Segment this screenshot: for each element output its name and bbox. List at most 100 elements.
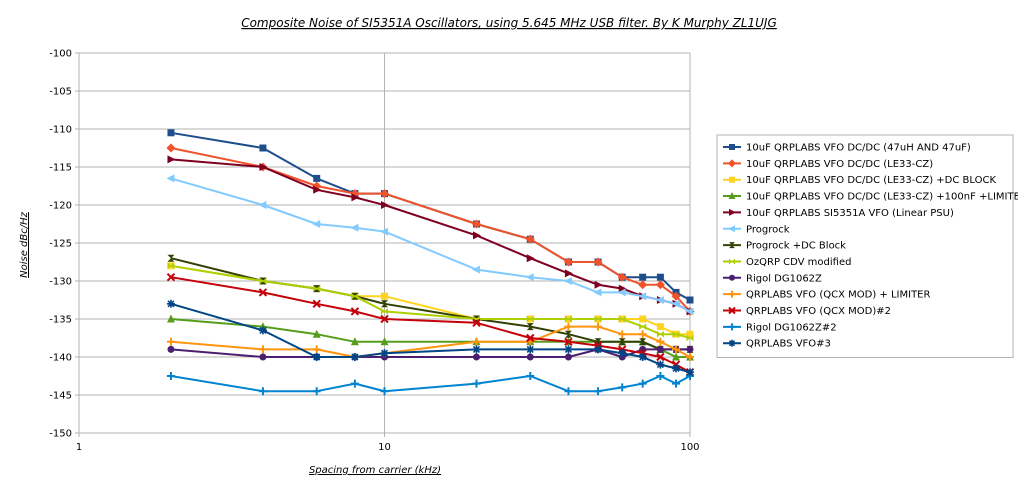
data-point — [686, 353, 694, 361]
data-point — [594, 345, 603, 354]
data-point — [350, 353, 359, 361]
data-point — [618, 284, 627, 293]
data-point — [618, 383, 627, 392]
data-point — [686, 296, 694, 304]
data-point — [656, 337, 665, 346]
legend-item-3: 10uF QRPLABS VFO DC/DC (LE33-CZ) +DC BLO… — [723, 175, 996, 186]
data-point — [564, 337, 573, 347]
legend: 10uF QRPLABS VFO DC/DC (47uH AND 47uF) 10… — [716, 134, 1018, 359]
legend-label: QRPLABS VFO (QCX MOD)#2 — [746, 306, 891, 317]
legend-item-2: 10uF QRPLABS VFO DC/DC (LE33-CZ) — [723, 159, 933, 170]
data-point — [166, 372, 175, 380]
data-point — [656, 352, 665, 362]
data-point — [672, 352, 681, 361]
data-point — [618, 338, 626, 346]
y-tick-label: -125 — [49, 239, 72, 250]
x-axis-label: Spacing from carrier (kHz) — [309, 465, 441, 476]
legend-swatch-marker — [729, 274, 735, 281]
data-point — [259, 353, 267, 361]
legend-swatch-marker — [728, 339, 736, 347]
data-point — [617, 272, 627, 282]
data-point — [656, 323, 664, 331]
series-12 — [166, 372, 694, 396]
legend-label: QRPLABS VFO#3 — [746, 339, 831, 350]
legend-box — [716, 134, 1014, 359]
legend-item-4: 10uF QRPLABS VFO DC/DC (LE33-CZ) +100nF … — [723, 192, 1018, 203]
x-tick-label: 1 — [76, 442, 82, 453]
x-tick-label: 100 — [680, 442, 699, 453]
data-point — [686, 345, 694, 353]
data-point — [380, 387, 389, 396]
legend-label: 10uF QRPLABS VFO DC/DC (LE33-CZ) +100nF … — [746, 192, 1018, 203]
series-7 — [167, 254, 694, 353]
legend-label: Progrock — [746, 224, 790, 235]
data-point — [471, 265, 480, 274]
data-point — [638, 379, 647, 388]
data-point — [350, 379, 359, 388]
data-point — [618, 349, 627, 358]
data-point — [672, 345, 681, 354]
data-point — [472, 231, 481, 240]
data-point — [380, 227, 388, 236]
data-point — [656, 372, 665, 380]
legend-label: 10uF QRPLABS VFO DC/DC (47uH AND 47uF) — [746, 143, 971, 154]
data-point — [655, 296, 664, 304]
data-point — [167, 254, 175, 262]
data-point — [381, 201, 389, 209]
data-point — [564, 387, 573, 396]
data-point — [313, 185, 322, 194]
data-point — [671, 291, 681, 301]
data-point — [351, 193, 360, 202]
data-point — [258, 387, 267, 396]
series-line — [170, 158, 691, 313]
data-point — [564, 315, 572, 323]
data-point — [618, 315, 626, 323]
y-axis-label: Noise dBc/Hz — [19, 211, 30, 278]
data-point — [166, 314, 175, 323]
data-point — [564, 322, 573, 331]
data-point — [313, 285, 321, 293]
plot-area: -100 -105 -110 -115 -120 -125 -130 -135 -140 -145… — [49, 49, 699, 454]
data-point — [312, 345, 321, 354]
data-point — [312, 353, 321, 361]
data-point — [350, 223, 359, 232]
data-point — [656, 330, 664, 338]
legend-swatch-marker — [729, 144, 735, 150]
y-tick-label: -110 — [49, 125, 72, 136]
data-point — [593, 257, 603, 267]
data-point — [639, 273, 647, 281]
data-point — [313, 174, 321, 182]
legend-swatch-marker — [728, 323, 736, 331]
data-point — [563, 277, 572, 285]
data-point — [593, 288, 602, 297]
data-point — [381, 300, 388, 308]
data-point — [471, 219, 481, 229]
data-point — [639, 338, 647, 346]
y-tick-label: -105 — [49, 87, 72, 98]
data-point — [526, 345, 535, 354]
legend-label: OzQRP CDV modified — [746, 257, 851, 268]
data-point — [525, 234, 535, 244]
data-point — [638, 330, 647, 339]
legend-item-1: 10uF QRPLABS VFO DC/DC (47uH AND 47uF) — [723, 143, 971, 154]
data-point — [685, 307, 694, 316]
series-line — [170, 131, 691, 301]
data-point — [166, 174, 175, 183]
y-tick-label: -120 — [49, 201, 72, 212]
legend-swatch-marker — [728, 192, 736, 200]
legend-swatch-marker — [729, 258, 735, 265]
legend-swatch-marker — [728, 159, 736, 168]
data-point — [564, 353, 572, 361]
legend-swatch-marker — [728, 290, 736, 298]
data-point — [618, 330, 627, 339]
y-tick-label: -140 — [49, 353, 72, 364]
series-8 — [167, 262, 694, 342]
data-point — [166, 299, 175, 308]
data-point — [563, 257, 573, 267]
data-point — [312, 220, 321, 228]
data-point — [472, 337, 481, 346]
legend-item-6: Progrock — [723, 224, 790, 235]
y-tick-label: -150 — [49, 429, 72, 440]
legend-item-11: QRPLABS VFO (QCX MOD)#2 — [723, 306, 891, 317]
